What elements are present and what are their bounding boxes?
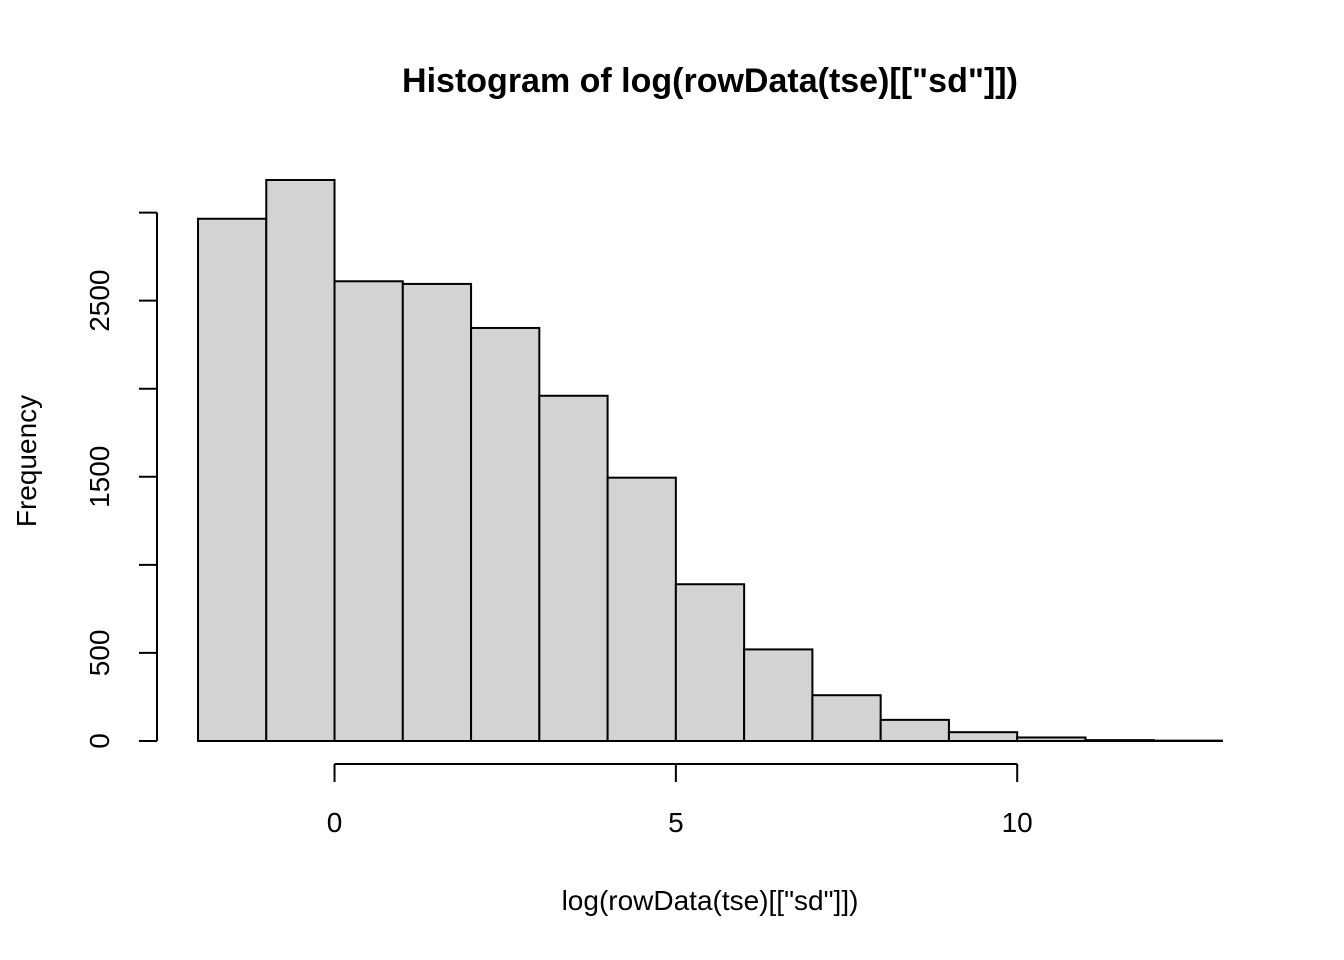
x-tick-label: 5 [668,807,684,838]
bars-group [197,179,1223,743]
histogram-bar [606,476,677,742]
histogram-bar [947,731,1019,743]
histogram-bar [333,280,404,742]
histogram-bar [674,583,746,743]
histogram-bar [1084,739,1155,743]
histogram-bar [743,648,814,742]
x-axis-label: log(rowData(tse)[["sd"]]) [562,885,859,916]
y-tick-label: 500 [84,630,115,677]
histogram-bar [811,694,882,743]
x-axis: 0 5 10 [327,763,1033,838]
histogram-bar [470,326,541,742]
x-tick-label: 10 [1002,807,1033,838]
histogram-bar [197,217,268,743]
histogram-bar [265,179,336,742]
histogram-bar [538,394,609,742]
histogram-bar [879,718,950,742]
y-tick-label: 2500 [84,270,115,332]
y-tick-label: 0 [84,733,115,749]
y-axis: 0 500 1500 2500 [84,211,158,749]
y-axis-label: Frequency [11,395,42,527]
histogram-bar [1016,736,1087,742]
y-tick-label: 1500 [84,446,115,508]
x-tick-label: 0 [327,807,343,838]
chart-title: Histogram of log(rowData(tse)[["sd"]]) [402,62,1018,100]
histogram-bar [401,282,473,742]
